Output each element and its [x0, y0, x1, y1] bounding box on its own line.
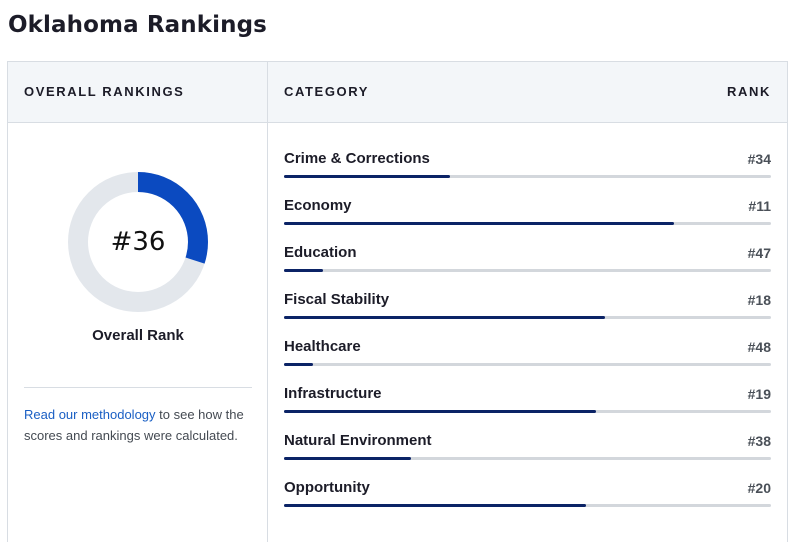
left-divider [24, 387, 252, 388]
donut-chart [68, 172, 208, 312]
rank-bar-track [284, 457, 771, 460]
rank-bar-fill [284, 504, 586, 507]
rankings-table: OVERALL RANKINGS CATEGORY RANK #36 Overa… [7, 61, 788, 542]
rank-bar-fill [284, 175, 450, 178]
category-row: Crime & Corrections #34 [284, 150, 771, 197]
rank-bar-fill [284, 269, 323, 272]
rank-bar-track [284, 175, 771, 178]
category-header: CATEGORY [284, 84, 370, 99]
rank-header: RANK [727, 84, 771, 99]
table-header-row: OVERALL RANKINGS CATEGORY RANK [8, 62, 787, 123]
rank-bar-track [284, 363, 771, 366]
category-name: Crime & Corrections [284, 150, 430, 167]
category-name: Natural Environment [284, 432, 432, 449]
rank-bar-fill [284, 410, 596, 413]
rank-bar-track [284, 410, 771, 413]
category-rank: #18 [747, 292, 771, 308]
category-row: Healthcare #48 [284, 338, 771, 385]
column-divider [267, 62, 268, 542]
category-rank: #48 [747, 339, 771, 355]
rank-bar-track [284, 222, 771, 225]
category-row: Infrastructure #19 [284, 385, 771, 432]
overall-rank-donut: #36 [67, 171, 209, 313]
rank-bar-fill [284, 363, 314, 366]
overall-rank-caption: Overall Rank [92, 327, 184, 344]
rank-bar-track [284, 316, 771, 319]
overall-rank-value: #36 [110, 227, 166, 257]
rank-bar-fill [284, 316, 606, 319]
category-rank: #47 [747, 245, 771, 261]
category-rank: #20 [747, 480, 771, 496]
category-name: Education [284, 244, 357, 261]
overall-rankings-header: OVERALL RANKINGS [24, 84, 185, 99]
category-name: Economy [284, 197, 352, 214]
methodology-note: Read our methodology to see how the scor… [24, 404, 252, 446]
methodology-text: to see how the scores and rankings were … [24, 407, 244, 443]
category-rank: #34 [747, 151, 771, 167]
category-rank: #19 [747, 386, 771, 402]
category-rank: #38 [747, 433, 771, 449]
rank-bar-track [284, 269, 771, 272]
category-name: Infrastructure [284, 385, 382, 402]
rank-bar-fill [284, 457, 411, 460]
category-list: Crime & Corrections #34 Economy #11 Educatio… [284, 150, 771, 526]
category-row: Fiscal Stability #18 [284, 291, 771, 338]
page-title: Oklahoma Rankings [8, 12, 267, 38]
rank-bar-track [284, 504, 771, 507]
category-row: Education #47 [284, 244, 771, 291]
rank-bar-fill [284, 222, 674, 225]
category-name: Healthcare [284, 338, 361, 355]
category-row: Opportunity #20 [284, 479, 771, 526]
category-name: Fiscal Stability [284, 291, 390, 308]
donut-arc [68, 172, 208, 312]
category-name: Opportunity [284, 479, 370, 496]
methodology-link[interactable]: Read our methodology [24, 407, 156, 422]
category-row: Economy #11 [284, 197, 771, 244]
category-rank: #11 [748, 198, 771, 214]
category-row: Natural Environment #38 [284, 432, 771, 479]
